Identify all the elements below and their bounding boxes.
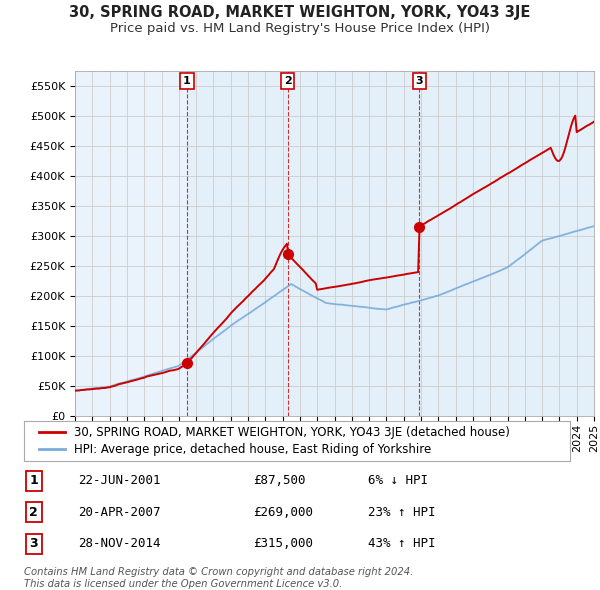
Text: 3: 3 — [416, 76, 423, 86]
Text: £269,000: £269,000 — [253, 506, 313, 519]
Text: 30, SPRING ROAD, MARKET WEIGHTON, YORK, YO43 3JE: 30, SPRING ROAD, MARKET WEIGHTON, YORK, … — [70, 5, 530, 19]
Text: 6% ↓ HPI: 6% ↓ HPI — [368, 474, 428, 487]
Text: 3: 3 — [29, 537, 38, 550]
Text: 23% ↑ HPI: 23% ↑ HPI — [368, 506, 436, 519]
Legend: 30, SPRING ROAD, MARKET WEIGHTON, YORK, YO43 3JE (detached house), HPI: Average : 30, SPRING ROAD, MARKET WEIGHTON, YORK, … — [32, 420, 516, 463]
Text: £87,500: £87,500 — [253, 474, 306, 487]
Text: 2: 2 — [284, 76, 292, 86]
Text: 28-NOV-2014: 28-NOV-2014 — [79, 537, 161, 550]
Text: 2: 2 — [29, 506, 38, 519]
Text: 1: 1 — [29, 474, 38, 487]
Text: Contains HM Land Registry data © Crown copyright and database right 2024.
This d: Contains HM Land Registry data © Crown c… — [24, 567, 413, 589]
Text: £315,000: £315,000 — [253, 537, 313, 550]
Bar — [419, 71, 594, 416]
Text: 1: 1 — [183, 76, 191, 86]
Text: 22-JUN-2001: 22-JUN-2001 — [79, 474, 161, 487]
Text: 20-APR-2007: 20-APR-2007 — [79, 506, 161, 519]
Bar — [187, 71, 288, 416]
Bar — [288, 71, 419, 416]
Text: Price paid vs. HM Land Registry's House Price Index (HPI): Price paid vs. HM Land Registry's House … — [110, 22, 490, 35]
Text: 43% ↑ HPI: 43% ↑ HPI — [368, 537, 436, 550]
